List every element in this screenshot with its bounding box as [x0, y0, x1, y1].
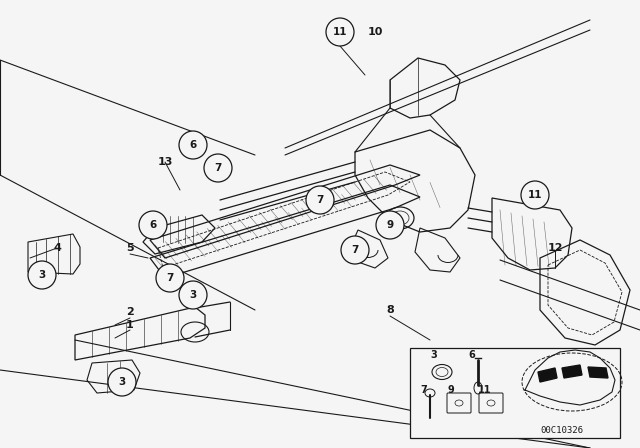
Text: 12: 12 — [547, 243, 563, 253]
Circle shape — [108, 368, 136, 396]
Text: 9: 9 — [448, 385, 455, 395]
Text: 6: 6 — [189, 140, 196, 150]
Text: 00C10326: 00C10326 — [540, 426, 583, 435]
Polygon shape — [562, 365, 582, 378]
Text: 3: 3 — [118, 377, 125, 387]
Text: 3: 3 — [430, 350, 436, 360]
Circle shape — [204, 154, 232, 182]
Circle shape — [179, 281, 207, 309]
FancyBboxPatch shape — [410, 348, 620, 438]
Circle shape — [326, 18, 354, 46]
Circle shape — [521, 181, 549, 209]
Circle shape — [139, 211, 167, 239]
Text: 8: 8 — [386, 305, 394, 315]
Text: 10: 10 — [367, 27, 383, 37]
Circle shape — [28, 261, 56, 289]
Text: 6: 6 — [149, 220, 157, 230]
Text: 9: 9 — [387, 220, 394, 230]
Polygon shape — [538, 368, 557, 382]
Text: 11: 11 — [478, 385, 492, 395]
Text: 7: 7 — [214, 163, 221, 173]
Text: 5: 5 — [126, 243, 134, 253]
Text: 11: 11 — [528, 190, 542, 200]
Text: 3: 3 — [189, 290, 196, 300]
Polygon shape — [588, 367, 608, 378]
Text: 2: 2 — [126, 307, 134, 317]
Text: 7: 7 — [351, 245, 358, 255]
Circle shape — [306, 186, 334, 214]
Text: 7: 7 — [316, 195, 324, 205]
Text: 3: 3 — [38, 270, 45, 280]
Text: 7: 7 — [420, 385, 427, 395]
Circle shape — [341, 236, 369, 264]
Text: 6: 6 — [468, 350, 475, 360]
Text: 1: 1 — [126, 320, 134, 330]
Circle shape — [179, 131, 207, 159]
Text: 7: 7 — [166, 273, 173, 283]
Text: 4: 4 — [53, 243, 61, 253]
Circle shape — [156, 264, 184, 292]
Text: 13: 13 — [157, 157, 173, 167]
Circle shape — [376, 211, 404, 239]
Text: 11: 11 — [333, 27, 348, 37]
